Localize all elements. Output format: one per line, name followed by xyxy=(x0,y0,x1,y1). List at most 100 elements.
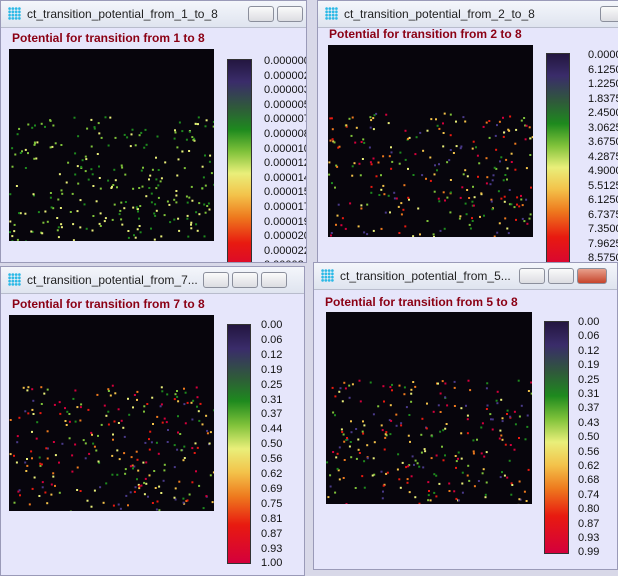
map-pixel xyxy=(456,145,458,147)
map-pixel xyxy=(373,457,375,459)
map-pixel xyxy=(210,431,212,433)
close-button[interactable] xyxy=(306,6,307,22)
map-pixel xyxy=(53,441,55,443)
map-pixel xyxy=(343,441,345,443)
map-pixel xyxy=(370,161,372,163)
map-pixel xyxy=(418,466,420,468)
map-pixel xyxy=(204,155,206,157)
map-pixel xyxy=(371,163,373,165)
map-pixel xyxy=(58,236,60,238)
map-pixel xyxy=(482,472,484,474)
title-bar[interactable]: ct_transition_potential_from_5... xyxy=(314,263,617,290)
legend-label: 0.000017 xyxy=(264,201,307,213)
map-pixel xyxy=(132,467,134,469)
map-pixel xyxy=(510,203,512,205)
map-pixel xyxy=(400,424,402,426)
map-pixel xyxy=(408,199,410,201)
map-pixel xyxy=(352,165,354,167)
map-pixel xyxy=(206,430,208,432)
map-pixel xyxy=(389,433,391,435)
map-pixel xyxy=(162,422,164,424)
map-pixel xyxy=(163,469,165,471)
map-pixel xyxy=(160,405,162,407)
map-pixel xyxy=(41,232,43,234)
maximize-button[interactable] xyxy=(548,268,574,284)
title-bar[interactable]: ct_transition_potential_from_2_to_8 xyxy=(318,1,618,28)
map-pixel xyxy=(382,155,384,157)
map-pixel xyxy=(99,486,101,488)
map-pixel xyxy=(118,422,120,424)
map-pixel xyxy=(59,173,61,175)
map-pixel xyxy=(186,196,188,198)
map-pixel xyxy=(183,459,185,461)
map-pixel xyxy=(51,484,53,486)
legend-label: 0.44 xyxy=(261,423,282,435)
title-bar[interactable]: ct_transition_potential_from_7... xyxy=(1,267,304,294)
map-pixel xyxy=(359,163,361,165)
map-pixel xyxy=(195,442,197,444)
map-pixel xyxy=(69,421,71,423)
maximize-button[interactable] xyxy=(277,6,303,22)
map-pixel xyxy=(443,459,445,461)
window-icon xyxy=(8,273,21,286)
close-button[interactable] xyxy=(577,268,607,284)
map-pixel xyxy=(202,166,204,168)
map-pixel xyxy=(381,471,383,473)
map-pixel xyxy=(153,213,155,215)
map-pixel xyxy=(334,492,336,494)
map-pixel xyxy=(74,390,76,392)
map-pixel xyxy=(34,142,36,144)
map-pixel xyxy=(434,164,436,166)
map-pixel xyxy=(26,458,28,460)
map-pixel xyxy=(427,481,429,483)
map-pixel xyxy=(105,482,107,484)
minimize-button[interactable] xyxy=(248,6,274,22)
map-pixel xyxy=(511,484,513,486)
minimize-button[interactable] xyxy=(203,272,229,288)
map-pixel xyxy=(14,154,16,156)
map-pixel xyxy=(134,491,136,493)
map-pixel xyxy=(74,444,76,446)
map-pixel xyxy=(349,118,351,120)
legend-label: 6.1250 xyxy=(588,194,618,206)
map-pixel xyxy=(426,403,428,405)
map-pixel xyxy=(376,175,378,177)
map-pixel xyxy=(140,231,142,233)
map-pixel xyxy=(86,128,88,130)
map-pixel xyxy=(465,405,467,407)
map-pixel xyxy=(166,421,168,423)
maximize-button[interactable] xyxy=(232,272,258,288)
close-button[interactable] xyxy=(261,272,287,288)
legend-label: 0.06 xyxy=(261,334,282,346)
map-pixel xyxy=(197,123,199,125)
map-pixel xyxy=(12,166,14,168)
map-pixel xyxy=(136,478,138,480)
title-bar[interactable]: ct_transition_potential_from_1_to_8 xyxy=(1,1,306,28)
map-pixel xyxy=(367,457,369,459)
map-pixel xyxy=(96,394,98,396)
minimize-button[interactable] xyxy=(600,6,618,22)
map-pixel xyxy=(90,168,92,170)
legend-label: 0.99 xyxy=(578,546,599,558)
map-pixel xyxy=(85,170,87,172)
map-pixel xyxy=(24,410,26,412)
map-pixel xyxy=(188,150,190,152)
minimize-button[interactable] xyxy=(519,268,545,284)
map-pixel xyxy=(473,453,475,455)
map-pixel xyxy=(114,392,116,394)
legend-label: 0.000022 xyxy=(264,245,307,257)
map-pixel xyxy=(363,142,365,144)
map-pixel xyxy=(95,450,97,452)
map-pixel xyxy=(112,434,114,436)
map-pixel xyxy=(179,122,181,124)
map-pixel xyxy=(30,231,32,233)
map-pixel xyxy=(450,179,452,181)
map-pixel xyxy=(465,203,467,205)
map-pixel xyxy=(18,417,20,419)
map-pixel xyxy=(213,184,214,186)
legend-label: 7.9625 xyxy=(588,238,618,250)
map-pixel xyxy=(91,434,93,436)
map-pixel xyxy=(157,184,159,186)
map-pixel xyxy=(369,147,371,149)
map-pixel xyxy=(94,490,96,492)
